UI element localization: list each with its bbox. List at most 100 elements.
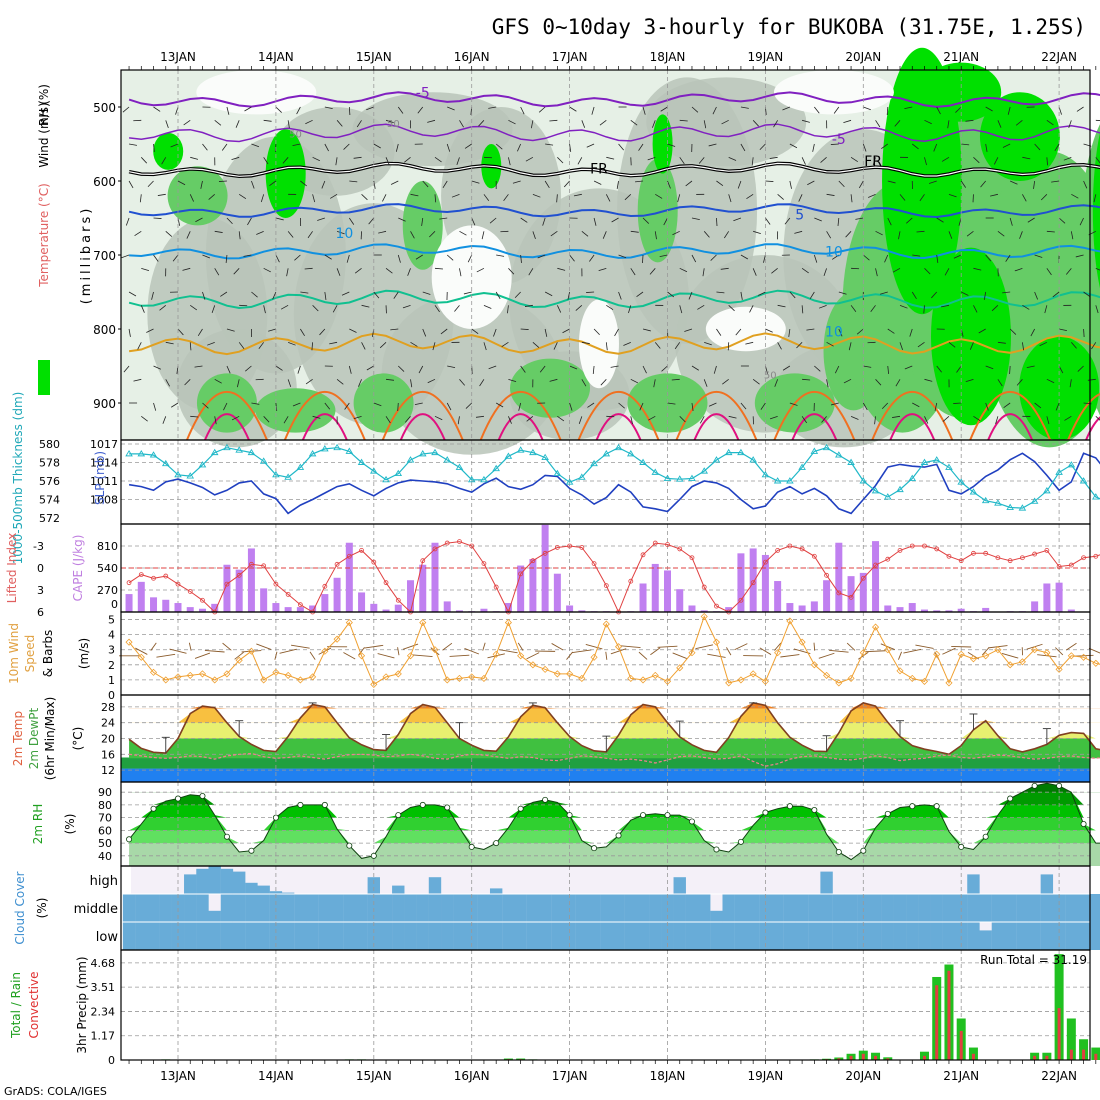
rh-point	[150, 805, 157, 812]
y-tick-label: 80	[98, 799, 112, 812]
wind-barb	[679, 305, 683, 314]
cloud-bar-middle	[514, 894, 527, 922]
wind-barb	[624, 194, 632, 201]
cape-label: CAPE (J/kg)	[71, 535, 85, 602]
wind-barb	[517, 143, 522, 152]
right-tick-label: 1014	[90, 457, 118, 470]
wind-barb	[941, 156, 950, 162]
wind-barb	[969, 342, 974, 350]
wind-barb	[336, 230, 345, 235]
rh-point	[419, 801, 426, 808]
wind-barb	[489, 217, 497, 224]
wind-barb	[801, 157, 806, 165]
wind-point	[884, 646, 892, 654]
date-tick-top: 18JAN	[650, 50, 686, 64]
wind-point	[296, 676, 304, 684]
date-tick-bottom: 21JAN	[943, 1069, 979, 1083]
cloud-bar-low	[991, 922, 1005, 950]
wind-barb	[1034, 143, 1041, 151]
wind-barb	[385, 378, 395, 381]
wind-barb	[556, 194, 558, 203]
wind-barb	[740, 254, 749, 260]
wind-barb	[483, 194, 490, 201]
cape-bar	[247, 548, 255, 612]
isotherm-30	[987, 413, 1034, 441]
cape-bar	[798, 605, 806, 612]
millibars-label: (millibars)	[79, 206, 94, 305]
wind-barb	[1044, 305, 1048, 314]
wind-barb	[194, 652, 211, 659]
wind-barb	[446, 402, 452, 411]
wind-point	[162, 676, 170, 684]
wind-barb	[821, 416, 827, 423]
wind-point	[602, 620, 610, 628]
wind-barb	[336, 379, 344, 385]
rh-band	[129, 783, 1100, 805]
wind-barb	[630, 120, 638, 126]
wind-barb	[395, 143, 399, 152]
cloud-bar-middle	[147, 894, 160, 922]
wind-barb	[740, 143, 746, 152]
slp-point	[272, 470, 280, 478]
cape-bar	[296, 607, 304, 612]
cape-bar	[1067, 609, 1075, 612]
date-tick-bottom: 15JAN	[356, 1069, 392, 1083]
cape-bar	[125, 594, 133, 612]
rh-point	[272, 814, 279, 821]
wind-barb	[1002, 143, 1011, 148]
date-tick-bottom: 14JAN	[258, 1069, 294, 1083]
left-tick-label: 578	[39, 457, 60, 470]
wind-barb	[218, 180, 227, 182]
wind-barb	[993, 157, 999, 165]
wind-barb	[777, 194, 784, 200]
thickness-y-label: 1000-500mb Thickness (dm)	[11, 392, 25, 565]
date-tick-top: 16JAN	[454, 50, 490, 64]
wind-barb	[183, 119, 191, 126]
wind-barb	[1034, 291, 1038, 300]
wind-barb	[361, 304, 370, 308]
cloud-level-label: high	[90, 874, 118, 889]
lifted-point	[738, 597, 744, 603]
cloud-bar-low	[147, 922, 160, 950]
wind-barb	[1014, 267, 1023, 272]
rh-point	[199, 793, 206, 800]
wind-barb	[404, 416, 411, 423]
wind-barb	[324, 291, 327, 300]
lifted-point	[701, 584, 707, 590]
wind-barb	[287, 120, 290, 129]
rh-point	[566, 812, 573, 819]
wind-barb	[769, 415, 778, 420]
wind-point	[468, 673, 476, 681]
wind-barb	[848, 342, 852, 351]
wind-barb	[501, 341, 509, 348]
wind-barb	[887, 328, 895, 334]
contour-label: FR	[590, 162, 608, 178]
wind-barb	[496, 254, 505, 257]
wind-barb	[936, 106, 941, 115]
wind-point	[1080, 653, 1088, 661]
cloud-bar-middle	[1089, 894, 1100, 922]
precip-conv-bar	[861, 1053, 865, 1060]
wind-barb	[464, 648, 480, 655]
wind-barb	[214, 378, 222, 384]
rh-point	[493, 840, 500, 847]
wind-barb	[642, 217, 650, 224]
y-tick-label: 0	[108, 1054, 115, 1067]
wind-point	[345, 618, 353, 627]
lifted-point	[444, 540, 450, 546]
wind-barb	[532, 231, 536, 240]
date-tick-bottom: 22JAN	[1041, 1069, 1077, 1083]
lifted-point	[236, 572, 242, 578]
rh-contour-mid	[353, 373, 414, 433]
wind-barb	[377, 653, 395, 659]
wind-barb	[312, 194, 316, 203]
wind-barb	[483, 342, 487, 351]
rh-point	[811, 807, 818, 814]
wind-barb	[520, 328, 529, 330]
wind-barb	[171, 402, 179, 408]
wind-barb	[410, 193, 419, 197]
wind-barb	[789, 143, 798, 149]
cape-bar	[933, 610, 941, 612]
rh-point	[909, 803, 916, 810]
slp-point	[565, 478, 574, 485]
